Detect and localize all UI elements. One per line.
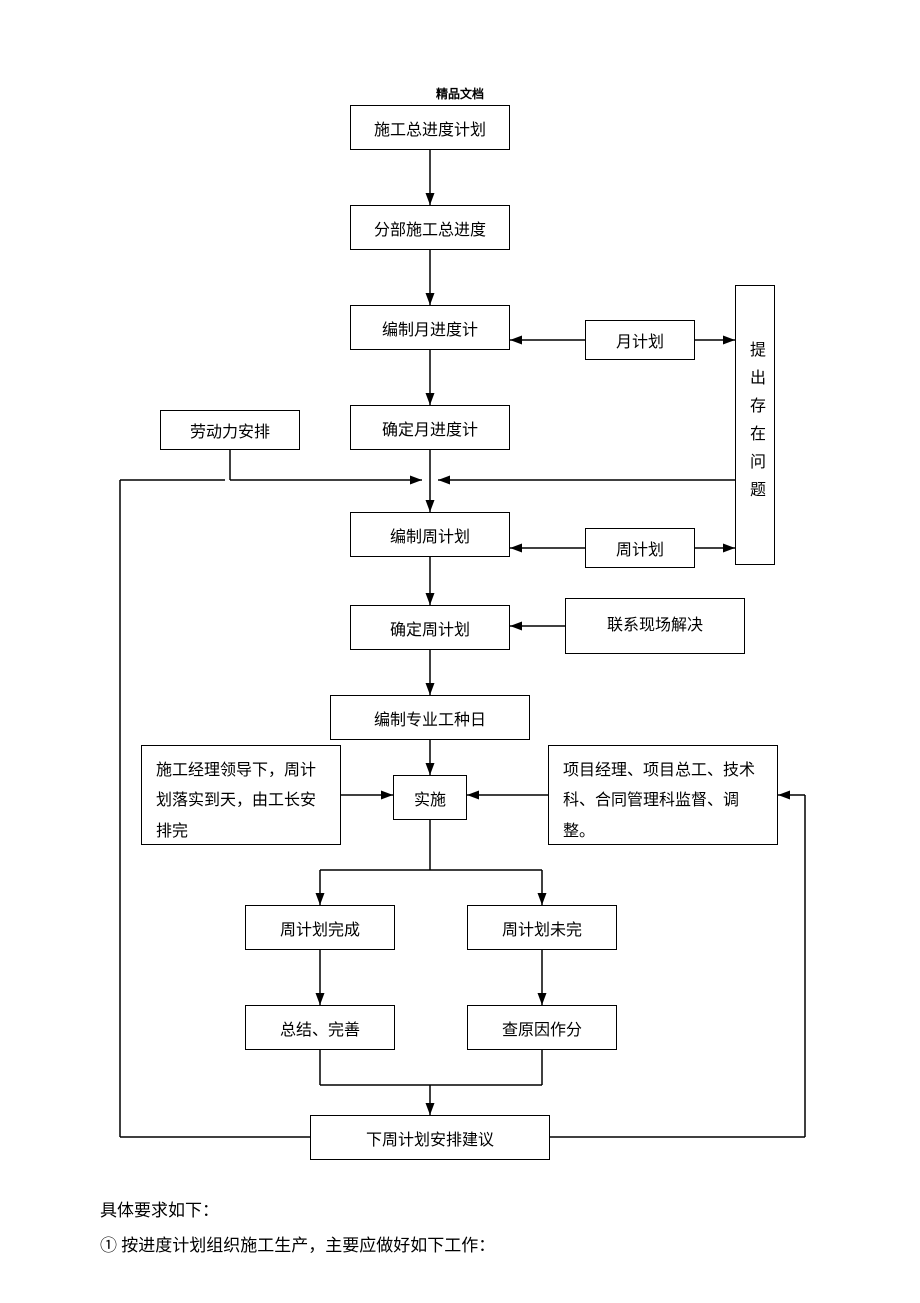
side-issue: 提出存在问题 (735, 285, 775, 565)
side-right: 项目经理、项目总工、技术科、合同管理科监督、调整。 (548, 745, 778, 845)
node-daily-draft: 编制专业工种日 (330, 695, 530, 740)
side-month: 月计划 (585, 320, 695, 360)
side-week: 周计划 (585, 528, 695, 568)
side-left: 施工经理领导下，周计划落实到天，由工长安排完 (141, 745, 341, 845)
node-subpart-plan: 分部施工总进度 (350, 205, 510, 250)
node-month-confirm: 确定月进度计 (350, 405, 510, 450)
node-execute: 实施 (393, 775, 467, 820)
footer-line-1: 具体要求如下： (100, 1195, 219, 1227)
node-week-confirm: 确定周计划 (350, 605, 510, 650)
node-summarize: 总结、完善 (245, 1005, 395, 1050)
node-total-plan: 施工总进度计划 (350, 105, 510, 150)
node-month-draft: 编制月进度计 (350, 305, 510, 350)
side-solve: 联系现场解决 (565, 598, 745, 654)
node-analyze: 查原因作分 (467, 1005, 617, 1050)
node-week-done: 周计划完成 (245, 905, 395, 950)
page-header: 精品文档 (0, 85, 920, 102)
page: 精品文档 施工总进度计划 分部施工总进度 编制月进度计 确定月进度计 编制周计划… (0, 0, 920, 1303)
node-week-notdone: 周计划未完 (467, 905, 617, 950)
node-next-week: 下周计划安排建议 (310, 1115, 550, 1160)
node-week-draft: 编制周计划 (350, 512, 510, 557)
connector-lines (0, 0, 920, 1303)
side-labor: 劳动力安排 (160, 410, 300, 450)
footer-line-2: ① 按进度计划组织施工生产，主要应做好如下工作： (100, 1230, 495, 1262)
